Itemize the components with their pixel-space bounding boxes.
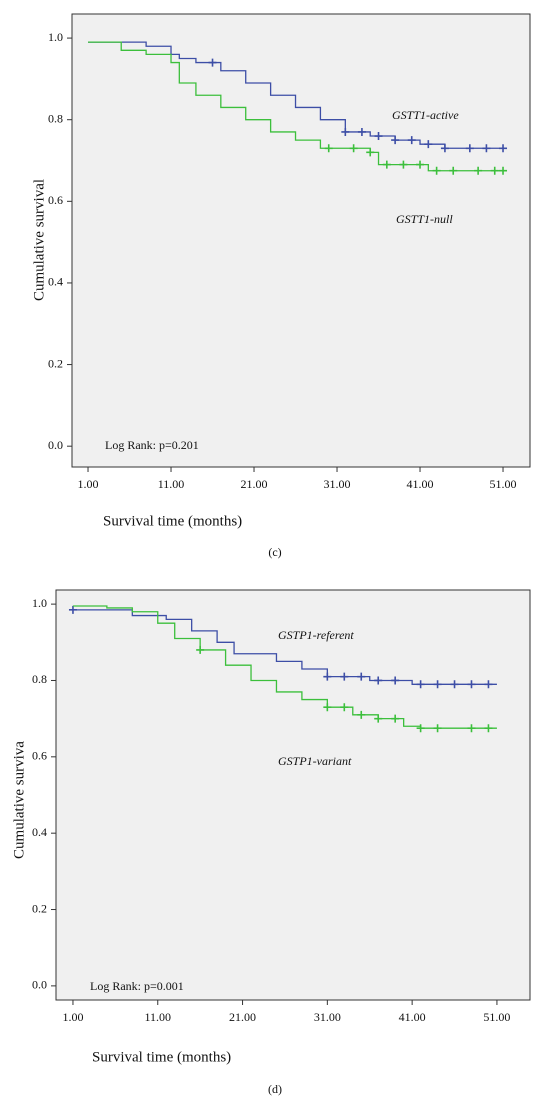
censor-mark xyxy=(340,672,349,681)
censor-mark xyxy=(440,144,449,153)
censor-mark xyxy=(482,144,491,153)
censor-mark xyxy=(424,140,433,149)
survival-curve xyxy=(88,41,504,172)
y-tick-label: 0.0 xyxy=(48,438,63,452)
censor-mark xyxy=(382,160,391,169)
censor-mark xyxy=(499,166,508,175)
censor-mark xyxy=(499,144,508,153)
censor-mark xyxy=(433,680,442,689)
x-tick-label: 11.00 xyxy=(144,1010,171,1024)
y-tick-label: 0.2 xyxy=(48,356,63,370)
y-tick-label: 0.2 xyxy=(32,901,47,915)
caption: (d) xyxy=(268,1082,282,1096)
survival-curve xyxy=(72,605,497,729)
censor-mark xyxy=(357,127,366,136)
y-tick-label: 1.0 xyxy=(32,596,47,610)
censor-mark xyxy=(416,680,425,689)
annotation: Log Rank: p=0.001 xyxy=(90,979,184,993)
censor-mark xyxy=(391,136,400,145)
censor-mark xyxy=(465,144,474,153)
y-tick-label: 0.0 xyxy=(32,978,47,992)
censor-mark xyxy=(366,148,375,157)
x-tick-label: 31.00 xyxy=(314,1010,341,1024)
x-tick-label: 11.00 xyxy=(158,477,185,491)
censor-mark xyxy=(416,160,425,169)
x-tick-label: 21.00 xyxy=(241,477,268,491)
y-tick-label: 0.4 xyxy=(32,825,47,839)
censor-mark xyxy=(484,680,493,689)
censor-mark xyxy=(323,672,332,681)
censor-mark xyxy=(357,710,366,719)
y-tick-label: 0.6 xyxy=(48,193,63,207)
censor-mark xyxy=(323,703,332,712)
censor-mark xyxy=(416,724,425,733)
censor-mark xyxy=(357,672,366,681)
censor-mark xyxy=(341,127,350,136)
y-tick-label: 0.8 xyxy=(48,111,63,125)
caption: (c) xyxy=(268,545,281,559)
series-label: GSTT1-active xyxy=(392,108,459,122)
x-axis-label: Survival time (months) xyxy=(103,513,242,529)
censor-mark xyxy=(449,166,458,175)
plot-area xyxy=(55,589,531,1001)
y-tick-label: 1.0 xyxy=(48,30,63,44)
censor-mark xyxy=(349,144,358,153)
x-tick-label: 31.00 xyxy=(324,477,351,491)
x-tick-label: 51.00 xyxy=(483,1010,510,1024)
plot-area xyxy=(71,13,531,468)
censor-mark xyxy=(433,724,442,733)
censor-mark xyxy=(208,58,217,67)
censor-mark xyxy=(432,166,441,175)
x-tick-label: 21.00 xyxy=(229,1010,256,1024)
x-tick-label: 51.00 xyxy=(490,477,517,491)
censor-mark xyxy=(391,714,400,723)
censor-mark xyxy=(484,724,493,733)
censor-mark xyxy=(374,714,383,723)
censor-mark xyxy=(340,703,349,712)
x-tick-label: 1.00 xyxy=(62,1010,83,1024)
censor-mark xyxy=(474,166,483,175)
censor-mark xyxy=(391,676,400,685)
y-axis-label: Cumulative survival xyxy=(31,179,47,301)
censor-mark xyxy=(467,724,476,733)
y-axis-label: Cumulative surviva xyxy=(11,741,27,859)
censor-mark xyxy=(196,645,205,654)
censor-mark xyxy=(374,132,383,141)
annotation: Log Rank: p=0.201 xyxy=(105,438,199,452)
censor-mark xyxy=(399,160,408,169)
censor-mark xyxy=(467,680,476,689)
x-axis-label: Survival time (months) xyxy=(92,1049,231,1065)
censor-mark xyxy=(68,605,77,614)
x-tick-label: 41.00 xyxy=(399,1010,426,1024)
censor-mark xyxy=(324,144,333,153)
censor-mark xyxy=(374,676,383,685)
censor-mark xyxy=(490,166,499,175)
x-tick-label: 41.00 xyxy=(407,477,434,491)
y-tick-label: 0.4 xyxy=(48,275,63,289)
x-tick-label: 1.00 xyxy=(78,477,99,491)
series-label: GSTT1-null xyxy=(396,212,453,226)
y-tick-label: 0.6 xyxy=(32,749,47,763)
y-tick-label: 0.8 xyxy=(32,672,47,686)
series-label: GSTP1-variant xyxy=(278,754,352,768)
censor-mark xyxy=(407,136,416,145)
censor-mark xyxy=(450,680,459,689)
series-label: GSTP1-referent xyxy=(278,628,354,642)
